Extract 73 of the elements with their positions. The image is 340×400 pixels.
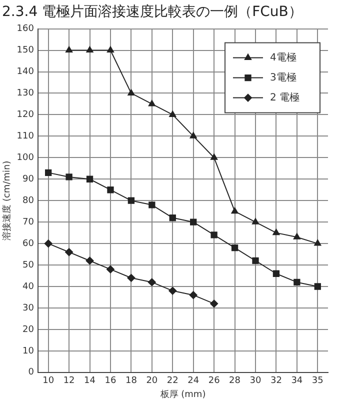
y-tick-label: 150 [16,46,34,56]
point [148,202,156,208]
y-axis-title: 溶接速度 (cm/min) [2,160,13,240]
legend-label: 4電極 [270,51,296,64]
y-tick-label: 140 [16,67,34,78]
x-tick-label: 28 [229,376,241,386]
point [106,46,114,53]
point [294,278,300,286]
legend-label: 2 電極 [270,91,300,104]
point [272,270,280,277]
point [210,232,218,238]
point [128,89,135,96]
x-tick-label: 18 [125,376,138,386]
x-tick-label: 20 [146,376,158,386]
point [210,300,218,308]
point [86,176,94,182]
point [127,274,136,282]
x-axis-title: 板厚 (mm) [159,388,206,400]
point [148,278,156,286]
point [314,283,321,290]
x-tick-label: 14 [84,376,96,386]
y-tick-label: 60 [22,238,34,249]
y-tick-label: 70 [22,217,34,228]
point [231,207,238,214]
point [86,46,94,53]
point [106,265,114,274]
point [314,240,322,246]
y-tick-label: 80 [22,196,34,206]
point [169,110,176,117]
y-tick-label: 30 [22,303,34,314]
point [189,291,198,300]
y-tick-label: 90 [22,174,34,184]
point [45,169,52,176]
point [107,186,114,194]
point [252,218,260,224]
y-tick-label: 50 [22,260,34,270]
x-tick-label: 30 [250,376,262,386]
x-tick-label: 26 [208,376,220,386]
point [293,233,300,240]
point [169,214,176,222]
point [65,248,74,256]
x-tick-label: 10 [42,376,54,386]
y-tick-label: 100 [16,152,34,163]
point [148,100,156,106]
point [272,228,280,236]
y-tick-label: 130 [16,88,34,99]
y-tick-label: 20 [22,324,34,335]
y-tick-label: 110 [16,132,34,142]
y-tick-label: 160 [16,24,34,34]
point [168,286,177,295]
legend-label: 3電極 [270,71,296,84]
y-tick-label: 0 [28,368,34,378]
x-tick-label: 22 [166,376,178,386]
point [66,174,72,180]
x-tick-label: 16 [104,376,116,386]
x-tick-label: 34 [291,376,303,386]
x-tick-label: 32 [270,376,282,386]
x-tick-label: 35 [312,376,324,386]
y-tick-label: 120 [16,110,34,120]
point [190,132,197,138]
point [86,256,94,265]
point [66,46,73,53]
y-tick-label: 10 [22,346,34,356]
x-tick-label: 24 [188,376,200,386]
x-tick-label: 12 [63,376,75,386]
chart-title: 2.3.4 電極片面溶接速度比較表の一例（FCuB） [2,4,302,20]
point [44,240,52,248]
point [210,154,218,160]
point [252,257,259,264]
y-tick-label: 40 [22,282,34,292]
point [190,218,197,226]
point [128,197,135,204]
point [231,244,238,252]
